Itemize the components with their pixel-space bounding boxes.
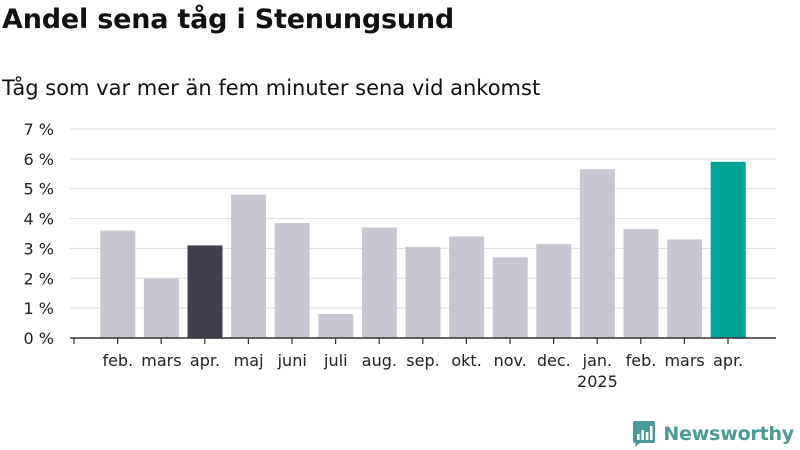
x-tick-label: aug. [362,351,397,370]
newsworthy-logo-icon [633,421,656,447]
bar-9 [492,257,528,338]
bar-8 [449,236,485,338]
y-tick-label: 7 % [24,120,54,139]
bar-5 [318,314,354,338]
bar-chart: 0 % 1 % 2 % 3 % 4 % 5 % 6 % 7 % feb. mars apr. maj… [24,120,776,391]
y-tick-label: 1 % [24,299,54,318]
y-tick-label: 4 % [24,210,54,229]
x-tick-label: mars [141,351,181,370]
bar-3 [231,194,267,338]
bar-4 [274,223,310,338]
bar-7 [405,246,441,338]
chart-subtitle: Tåg som var mer än fem minuter sena vid … [2,76,541,100]
x-tick-label: maj [234,351,264,370]
x-tick-label: okt. [451,351,481,370]
x-tick-label: apr. [190,351,220,370]
y-tick-label: 3 % [24,239,54,258]
bars [100,161,746,338]
x-tick-label: feb. [102,351,133,370]
bar-11 [579,169,615,338]
brand-logo: Newsworthy [631,419,794,449]
bar-1 [143,278,179,338]
y-axis-ticks: 0 % 1 % 2 % 3 % 4 % 5 % 6 % 7 % [24,120,54,348]
x-tick-year-label: 2025 [577,372,618,391]
bar-13 [667,239,703,338]
bar-0 [100,230,136,338]
y-tick-label: 2 % [24,269,54,288]
brand-name: Newsworthy [663,423,794,445]
x-tick-label: jan. [582,351,612,370]
x-tick-label: mars [664,351,704,370]
y-tick-label: 5 % [24,180,54,199]
x-tick-label: nov. [494,351,527,370]
bar-14 [710,161,746,338]
y-tick-label: 0 % [24,329,54,348]
x-tick-label: juli [323,351,347,370]
bar-6 [361,227,397,338]
chart-title: Andel sena tåg i Stenungsund [2,4,455,35]
bar-2 [187,245,223,338]
y-tick-label: 6 % [24,150,54,169]
x-tick-label: dec. [537,351,571,370]
x-tick-label: apr. [713,351,743,370]
x-tick-label: feb. [626,351,657,370]
x-axis-ticks: feb. mars apr. maj juni juli aug. sep. okt. nov. d… [73,338,743,391]
x-tick-label: juni [277,351,307,370]
bar-10 [536,243,572,338]
x-tick-label: sep. [406,351,439,370]
bar-12 [623,229,659,338]
